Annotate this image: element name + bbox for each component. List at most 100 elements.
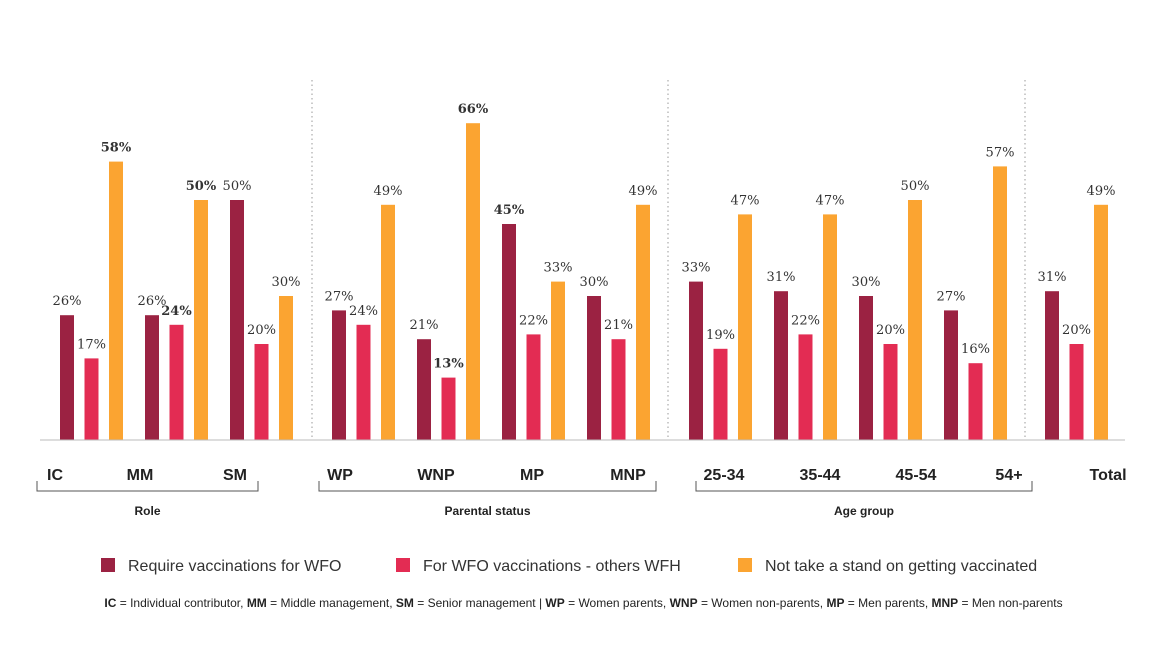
value-label-MP-s1: 22% [519, 313, 548, 328]
group-brackets: Role Parental status Age group [36, 481, 1033, 518]
legend-swatch-s0 [101, 558, 115, 572]
value-label-IC-s1: 17% [77, 337, 106, 352]
abbreviation-footnote: IC = Individual contributor, MM = Middle… [0, 596, 1167, 610]
value-label-35-44-s2: 47% [816, 193, 845, 208]
value-label-45-54-s2: 50% [901, 179, 930, 194]
footnote-text-1: = Middle management, [266, 596, 396, 610]
bars [60, 123, 1108, 440]
bar-MNP-s1 [611, 339, 626, 440]
bar-25-34-s1 [713, 348, 728, 440]
bar-Total-s0 [1045, 291, 1059, 440]
footnote-text-0: = Individual contributor, [116, 596, 247, 610]
group-separators [311, 80, 1026, 440]
value-label-MNP-s2: 49% [629, 184, 658, 199]
bracket-0 [36, 481, 259, 492]
bar-MP-s2 [551, 281, 565, 440]
category-label-MM: MM [127, 467, 154, 484]
value-label-SM-s0: 50% [223, 179, 252, 194]
bar-MM-s0 [145, 315, 159, 440]
value-label-SM-s2: 30% [272, 275, 301, 290]
bar-SM-s1 [254, 344, 269, 440]
bar-SM-s0 [230, 200, 244, 440]
bar-54+-s1 [968, 363, 983, 440]
value-label-45-54-s1: 20% [876, 323, 905, 338]
bar-WP-s2 [381, 204, 395, 440]
footnote-abbr-4: WNP [669, 596, 698, 610]
bar-WP-s1 [356, 324, 371, 440]
value-label-54+-s0: 27% [937, 289, 966, 304]
bar-MNP-s2 [636, 204, 650, 440]
value-label-WP-s0: 27% [325, 289, 354, 304]
bar-WNP-s0 [417, 339, 431, 440]
bar-35-44-s1 [798, 334, 813, 440]
bar-45-54-s1 [883, 344, 898, 440]
legend-swatch-s1 [396, 558, 410, 572]
bar-45-54-s0 [859, 296, 873, 440]
bar-45-54-s2 [908, 200, 922, 440]
bar-MP-s1 [526, 334, 541, 440]
bar-35-44-s2 [823, 214, 837, 440]
category-label-45-54: 45-54 [896, 467, 937, 484]
value-label-54+-s1: 16% [961, 342, 990, 357]
footnote-abbr-6: MNP [931, 596, 959, 610]
bar-IC-s1 [84, 358, 99, 440]
value-label-WNP-s1: 13% [433, 357, 464, 372]
group-label-0: Role [134, 504, 160, 518]
value-label-MM-s2: 50% [186, 179, 217, 194]
bar-IC-s0 [60, 315, 74, 440]
value-label-25-34-s1: 19% [706, 328, 735, 343]
value-label-WP-s2: 49% [374, 184, 403, 199]
value-label-MNP-s0: 30% [580, 275, 609, 290]
bar-WP-s0 [332, 310, 346, 440]
bracket-1 [318, 481, 657, 492]
footnote-abbr-2: SM [395, 596, 414, 610]
bar-Total-s2 [1094, 204, 1108, 440]
bar-25-34-s2 [738, 214, 752, 440]
footnote-abbr-3: WP [545, 596, 565, 610]
value-label-MNP-s1: 21% [604, 318, 633, 333]
category-label-35-44: 35-44 [800, 467, 841, 484]
value-label-45-54-s0: 30% [852, 275, 881, 290]
legend-label-s1: For WFO vaccinations - others WFH [423, 558, 681, 575]
bar-WNP-s2 [466, 123, 480, 440]
footnote-abbr-5: MP [826, 596, 845, 610]
footnote-text-6: = Men non-parents [958, 596, 1063, 610]
bar-MP-s0 [502, 224, 516, 440]
category-label-IC: IC [47, 467, 63, 484]
bar-MNP-s0 [587, 296, 601, 440]
value-label-Total-s2: 49% [1087, 184, 1116, 199]
footnote-abbr-0: IC [104, 596, 117, 610]
footnote-text-2: = Senior management | [413, 596, 546, 610]
legend-label-s0: Require vaccinations for WFO [128, 558, 341, 575]
bar-MM-s2 [194, 200, 208, 440]
category-label-WP: WP [327, 467, 353, 484]
value-label-35-44-s0: 31% [767, 270, 796, 285]
footnote-text-5: = Men parents, [844, 596, 932, 610]
value-label-WNP-s2: 66% [458, 102, 489, 117]
value-label-25-34-s0: 33% [682, 261, 711, 276]
bar-IC-s2 [109, 161, 123, 440]
bar-WNP-s1 [441, 377, 456, 440]
value-label-MP-s0: 45% [494, 203, 525, 218]
value-label-MP-s2: 33% [544, 261, 573, 276]
chart-area: 26%17%58%26%24%50% 50%20%30%27%24%49%21%1… [36, 80, 1127, 575]
value-label-MM-s1: 24% [161, 304, 192, 319]
value-label-WNP-s0: 21% [410, 318, 439, 333]
value-label-Total-s1: 20% [1062, 323, 1091, 338]
category-label-Total: Total [1089, 467, 1126, 484]
bar-SM-s2 [279, 296, 293, 440]
bar-54+-s2 [993, 166, 1007, 440]
footnote-text-3: = Women parents, [564, 596, 670, 610]
value-label-IC-s2: 58% [101, 141, 132, 156]
value-labels: 26%17%58%26%24%50% 50%20%30%27%24%49%21%1… [53, 102, 1116, 371]
category-labels: IC MM SM WP WNP MP MNP 25-34 35-44 45-54 54+ Total [47, 467, 1127, 484]
group-label-1: Parental status [444, 504, 530, 518]
value-label-35-44-s1: 22% [791, 313, 820, 328]
category-label-WNP: WNP [417, 467, 455, 484]
bar-54+-s0 [944, 310, 958, 440]
legend-label-s2: Not take a stand on getting vaccinated [765, 558, 1037, 575]
bar-25-34-s0 [689, 281, 703, 440]
value-label-Total-s0: 31% [1038, 270, 1067, 285]
bar-35-44-s0 [774, 291, 788, 440]
footnote-abbr-1: MM [246, 596, 267, 610]
